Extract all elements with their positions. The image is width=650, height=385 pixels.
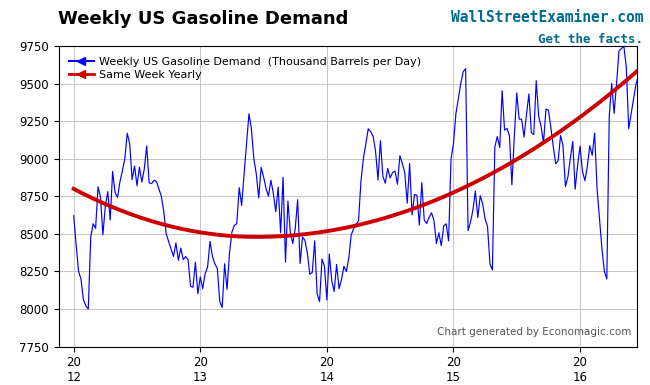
Text: Chart generated by Economagic.com: Chart generated by Economagic.com	[437, 328, 631, 338]
Legend: Weekly US Gasoline Demand  (Thousand Barrels per Day), Same Week Yearly: Weekly US Gasoline Demand (Thousand Barr…	[67, 55, 424, 82]
Text: Get the facts.: Get the facts.	[538, 33, 644, 46]
Text: Weekly US Gasoline Demand: Weekly US Gasoline Demand	[58, 10, 349, 28]
Text: WallStreetExaminer.com: WallStreetExaminer.com	[451, 10, 644, 25]
